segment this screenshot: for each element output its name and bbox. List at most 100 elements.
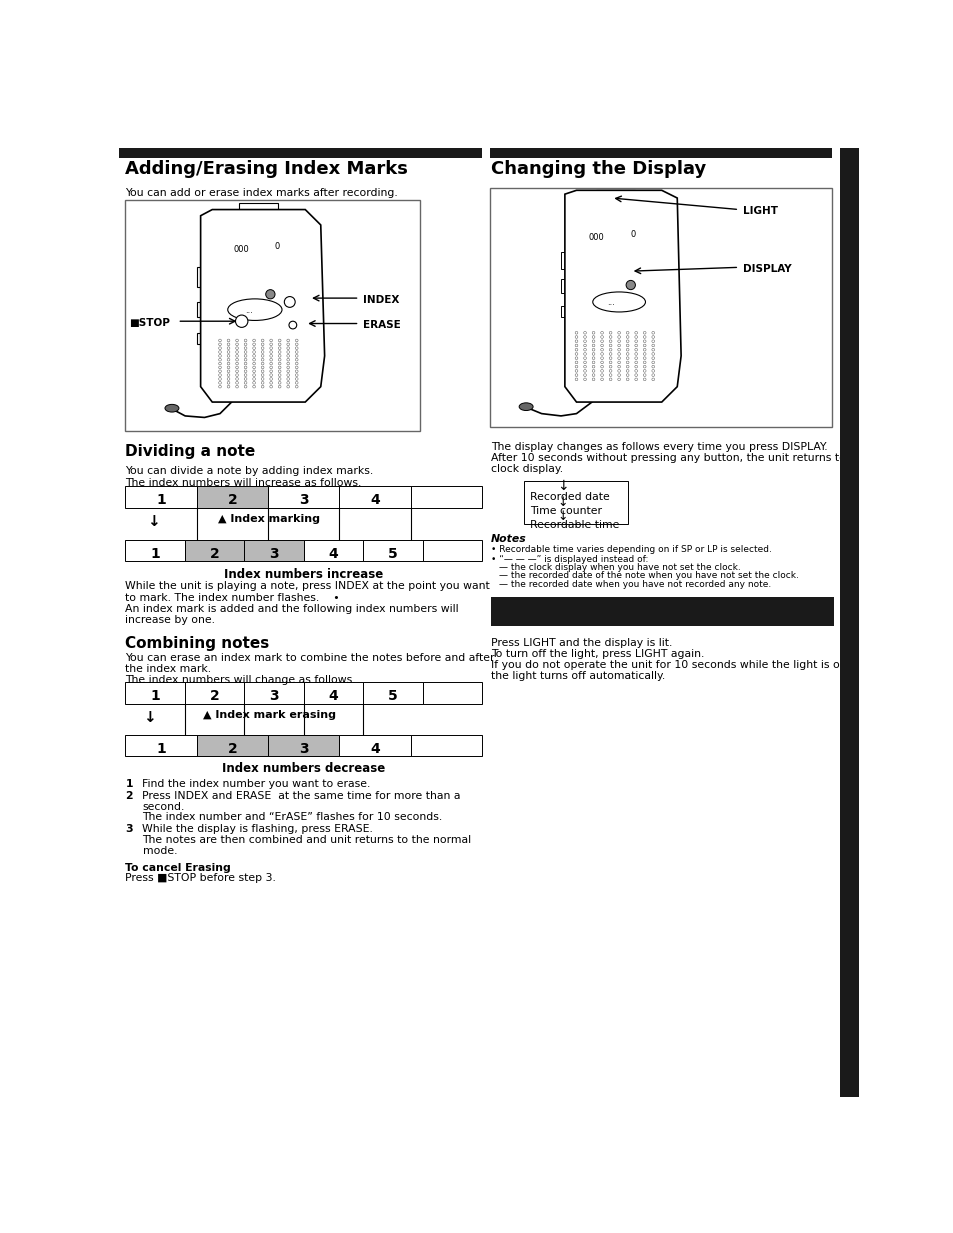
Bar <box>560 279 567 292</box>
Text: 1: 1 <box>156 493 166 507</box>
Bar <box>244 682 303 704</box>
Bar <box>196 735 268 756</box>
Text: the light turns off automatically.: the light turns off automatically. <box>491 671 665 681</box>
Text: Adding/Erasing Index Marks: Adding/Erasing Index Marks <box>125 160 408 179</box>
Text: 4: 4 <box>328 689 338 703</box>
Text: To cancel Erasing: To cancel Erasing <box>125 863 231 873</box>
Bar <box>339 735 410 756</box>
Text: 2: 2 <box>125 790 132 801</box>
Text: 4: 4 <box>370 741 379 756</box>
Text: 0: 0 <box>274 242 279 250</box>
Text: 5: 5 <box>388 546 397 561</box>
Bar <box>560 306 567 317</box>
Bar <box>422 682 481 704</box>
Bar <box>363 682 422 704</box>
Bar <box>185 540 244 561</box>
Bar <box>125 540 185 561</box>
Text: ...: ... <box>607 298 615 307</box>
Bar <box>125 735 196 756</box>
Text: ↓: ↓ <box>147 514 159 529</box>
Text: Press ■STOP before step 3.: Press ■STOP before step 3. <box>125 873 276 883</box>
Text: 4: 4 <box>328 546 338 561</box>
Bar <box>125 200 419 432</box>
Text: 3: 3 <box>298 493 308 507</box>
Text: 1: 1 <box>151 546 160 561</box>
Bar <box>560 252 567 269</box>
Polygon shape <box>200 210 324 402</box>
Text: — the clock display when you have not set the clock.: — the clock display when you have not se… <box>498 563 740 572</box>
Bar <box>196 333 203 344</box>
Text: To turn off the light, press LIGHT again.: To turn off the light, press LIGHT again… <box>491 650 704 660</box>
Text: 0: 0 <box>630 231 636 239</box>
Bar <box>268 735 339 756</box>
Bar <box>224 240 294 282</box>
Bar <box>268 486 339 508</box>
Bar <box>596 190 634 202</box>
Text: Notes: Notes <box>491 534 526 545</box>
Bar <box>489 187 831 427</box>
Bar <box>244 540 303 561</box>
Text: 3: 3 <box>298 741 308 756</box>
Text: 000: 000 <box>587 233 603 243</box>
Text: The index numbers will change as follows.: The index numbers will change as follows… <box>125 674 355 684</box>
Text: Press LIGHT and the display is lit.: Press LIGHT and the display is lit. <box>491 639 672 649</box>
Text: — the recorded date when you have not recorded any note.: — the recorded date when you have not re… <box>498 580 770 589</box>
Text: Index numbers increase: Index numbers increase <box>224 567 383 581</box>
Text: Find the index number you want to erase.: Find the index number you want to erase. <box>142 779 371 789</box>
Text: ▲ Index mark erasing: ▲ Index mark erasing <box>202 710 335 720</box>
Text: The display changes as follows every time you press DISPLAY.: The display changes as follows every tim… <box>491 443 827 453</box>
Bar <box>303 540 363 561</box>
Text: ERASE: ERASE <box>362 321 400 330</box>
Text: 2: 2 <box>227 741 237 756</box>
Text: Time counter: Time counter <box>530 506 601 515</box>
Text: ▲ Index marking: ▲ Index marking <box>218 514 320 524</box>
Text: clock display.: clock display. <box>491 464 563 473</box>
Ellipse shape <box>625 280 635 290</box>
Text: — the recorded date of the note when you have not set the clock.: — the recorded date of the note when you… <box>498 571 798 581</box>
Ellipse shape <box>518 403 533 411</box>
Text: While the unit is playing a note, press INDEX at the point you want: While the unit is playing a note, press … <box>125 582 490 592</box>
Bar <box>196 302 203 317</box>
Bar <box>422 540 481 561</box>
Bar <box>125 486 196 508</box>
Text: • Recordable time varies depending on if SP or LP is selected.: • Recordable time varies depending on if… <box>491 545 771 555</box>
Bar <box>363 540 422 561</box>
Ellipse shape <box>228 298 282 321</box>
Text: increase by one.: increase by one. <box>125 614 215 625</box>
Text: mode.: mode. <box>142 846 177 856</box>
Text: 5: 5 <box>388 689 397 703</box>
Text: 2: 2 <box>210 546 219 561</box>
Ellipse shape <box>165 404 179 412</box>
Text: The notes are then combined and unit returns to the normal: The notes are then combined and unit ret… <box>142 835 471 845</box>
Text: After 10 seconds without pressing any button, the unit returns to: After 10 seconds without pressing any bu… <box>491 453 845 462</box>
Text: You can add or erase index marks after recording.: You can add or erase index marks after r… <box>125 187 397 199</box>
Ellipse shape <box>592 292 645 312</box>
Text: Recorded date: Recorded date <box>530 492 609 502</box>
Text: 2: 2 <box>227 493 237 507</box>
Polygon shape <box>564 190 680 402</box>
Bar <box>523 481 628 524</box>
Text: 1: 1 <box>151 689 160 703</box>
Text: ↓: ↓ <box>143 710 156 725</box>
Text: Combining notes: Combining notes <box>125 636 270 651</box>
Text: INDEX: INDEX <box>362 295 398 305</box>
Text: ↓: ↓ <box>557 480 568 493</box>
Text: If you do not operate the unit for 10 seconds while the light is on,: If you do not operate the unit for 10 se… <box>491 660 849 670</box>
Text: The index numbers will increase as follows.: The index numbers will increase as follo… <box>125 478 361 488</box>
Ellipse shape <box>284 297 294 307</box>
Text: You can erase an index mark to combine the notes before and after: You can erase an index mark to combine t… <box>125 653 495 663</box>
Bar <box>125 682 185 704</box>
Bar <box>579 229 649 271</box>
Text: Index numbers decrease: Index numbers decrease <box>222 762 385 776</box>
Text: • “— — —” is displayed instead of:: • “— — —” is displayed instead of: <box>491 555 648 563</box>
Text: to mark. The index number flashes.    •: to mark. The index number flashes. • <box>125 593 339 603</box>
Text: Recordable time: Recordable time <box>530 520 618 530</box>
Bar <box>196 486 268 508</box>
Text: Dividing a note: Dividing a note <box>125 444 255 460</box>
Bar <box>410 486 481 508</box>
Bar <box>239 203 278 217</box>
Bar <box>185 682 244 704</box>
Bar <box>489 148 831 158</box>
Text: ...: ... <box>245 306 253 314</box>
Text: 3: 3 <box>125 824 132 834</box>
